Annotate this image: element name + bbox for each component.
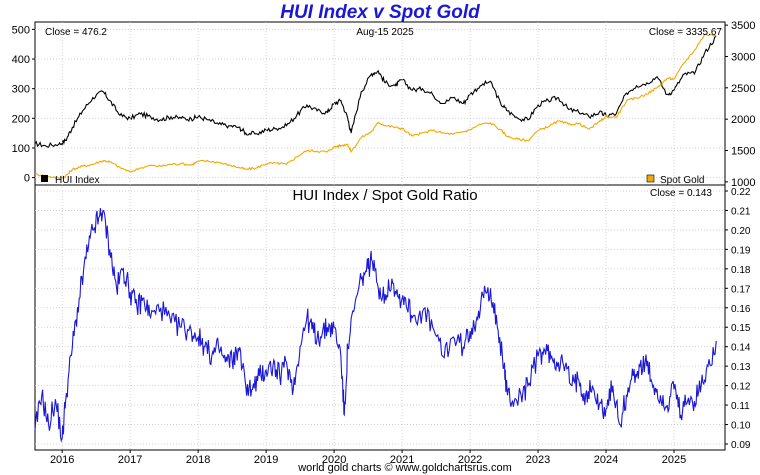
top-panel-frame xyxy=(34,21,726,186)
legend-gold-swatch xyxy=(646,174,655,183)
left-tick-label: 200 xyxy=(12,113,30,125)
right-tick-label: 1000 xyxy=(731,177,755,189)
right-tick-label: 3000 xyxy=(731,51,755,63)
year-tick-label: 2016 xyxy=(50,454,74,466)
source-credit: world gold charts © www.goldchartsrus.co… xyxy=(298,462,512,474)
year-axis-ticks: 2016 2017 2018 2019 2020 2021 2022 2023 2024 2025 xyxy=(50,450,686,466)
ratio-tick-label: 0.13 xyxy=(731,362,751,373)
left-axis-ticks: 0 100 200 300 400 500 xyxy=(12,24,35,185)
right-tick-label: 2500 xyxy=(731,83,755,95)
ratio-panel-title: HUI Index / Spot Gold Ratio xyxy=(292,187,477,204)
ratio-tick-label: 0.18 xyxy=(731,265,751,276)
ratio-tick-label: 0.15 xyxy=(731,323,751,334)
right-tick-label: 1500 xyxy=(731,146,755,158)
ratio-tick-label: 0.16 xyxy=(731,304,751,315)
left-tick-label: 300 xyxy=(12,84,30,96)
hui-close-label: Close = 476.2 xyxy=(45,27,107,38)
right-tick-label: 3500 xyxy=(731,20,755,32)
year-tick-label: 2023 xyxy=(526,454,550,466)
left-tick-label: 0 xyxy=(24,173,30,185)
top-panel-grid xyxy=(35,29,725,178)
ratio-tick-label: 0.12 xyxy=(731,382,751,393)
year-tick-label: 2025 xyxy=(662,454,686,466)
year-tick-label: 2020 xyxy=(322,454,346,466)
ratio-tick-label: 0.20 xyxy=(731,226,751,237)
ratio-close-label: Close = 0.143 xyxy=(650,188,712,199)
bottom-panel-frame xyxy=(34,184,726,451)
left-tick-label: 400 xyxy=(12,54,30,66)
year-tick-label: 2024 xyxy=(594,454,618,466)
year-tick-label: 2022 xyxy=(458,454,482,466)
top-panel-series xyxy=(34,33,717,180)
bottom-panel-series xyxy=(34,208,717,443)
left-tick-label: 100 xyxy=(12,143,30,155)
gold-close-label: Close = 3335.67 xyxy=(649,27,723,38)
right-axis-ticks: 1000 1500 2000 2500 3000 3500 xyxy=(725,20,755,189)
ratio-tick-label: 0.11 xyxy=(731,401,750,412)
ratio-tick-label: 0.10 xyxy=(731,421,751,432)
left-tick-label: 500 xyxy=(12,24,30,36)
year-tick-label: 2018 xyxy=(186,454,210,466)
chart-title: HUI Index v Spot Gold xyxy=(280,2,480,23)
year-tick-label: 2021 xyxy=(390,454,414,466)
legend-hui-swatch xyxy=(41,175,48,182)
ratio-tick-label: 0.22 xyxy=(731,187,751,198)
ratio-tick-label: 0.21 xyxy=(731,206,751,217)
date-label: Aug-15 2025 xyxy=(356,27,414,38)
spot-gold-line xyxy=(34,33,717,180)
right-tick-label: 2000 xyxy=(731,114,755,126)
ratio-axis-ticks: 0.09 0.10 0.11 0.12 0.13 0.14 0.15 0.16 0.17 0.18… xyxy=(725,187,751,451)
ratio-tick-label: 0.17 xyxy=(731,284,751,295)
hui-index-line xyxy=(34,35,717,148)
ratio-tick-label: 0.19 xyxy=(731,245,751,256)
year-tick-label: 2019 xyxy=(254,454,278,466)
ratio-tick-label: 0.09 xyxy=(731,440,751,451)
bottom-panel-grid xyxy=(35,22,725,450)
hui-gold-ratio-line xyxy=(34,208,717,443)
legend-hui-label: HUI Index xyxy=(55,175,99,186)
ratio-tick-label: 0.14 xyxy=(731,343,751,354)
year-tick-label: 2017 xyxy=(118,454,142,466)
legend-gold-label: Spot Gold xyxy=(660,175,704,186)
